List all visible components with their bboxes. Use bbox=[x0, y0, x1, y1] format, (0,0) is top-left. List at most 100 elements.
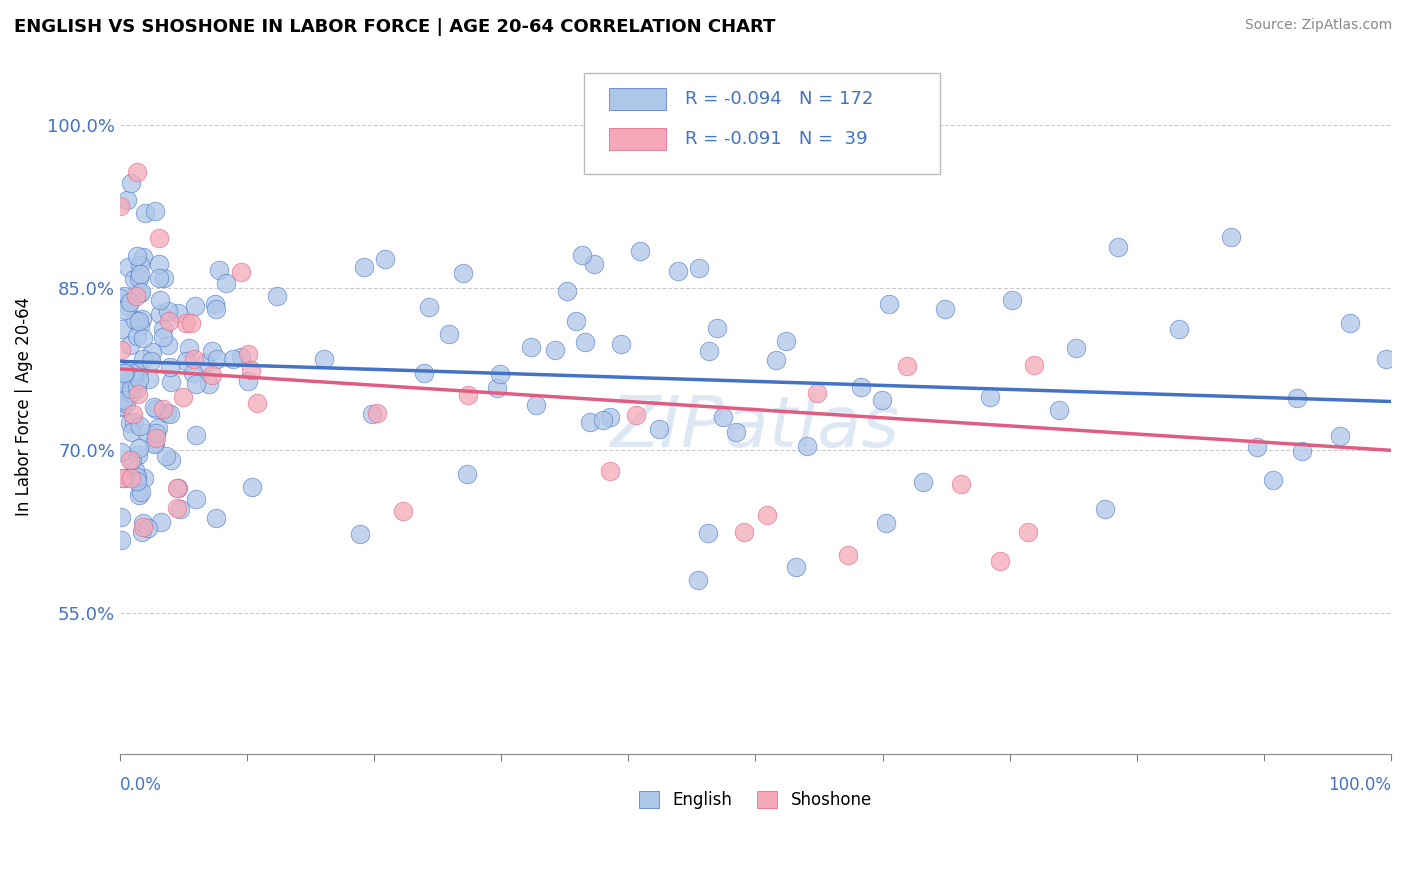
Point bbox=[111, 400, 134, 414]
Point bbox=[166, 501, 188, 516]
Point bbox=[156, 337, 179, 351]
Point bbox=[392, 503, 415, 517]
Point bbox=[1094, 502, 1116, 516]
Point bbox=[204, 297, 226, 311]
Point bbox=[626, 408, 648, 422]
Point bbox=[132, 250, 155, 264]
Point bbox=[756, 508, 779, 522]
Point bbox=[194, 356, 217, 370]
Point bbox=[156, 304, 179, 318]
Point bbox=[688, 261, 710, 276]
Point bbox=[141, 353, 163, 368]
Point bbox=[129, 267, 152, 281]
Point bbox=[437, 326, 460, 341]
Point bbox=[132, 520, 155, 534]
Point bbox=[125, 165, 148, 179]
Point bbox=[418, 300, 440, 314]
Point bbox=[239, 363, 262, 377]
Point bbox=[1047, 403, 1070, 417]
Point bbox=[1168, 322, 1191, 336]
Point bbox=[128, 372, 150, 386]
Point bbox=[870, 393, 893, 408]
Point bbox=[160, 453, 183, 467]
Point bbox=[128, 363, 150, 377]
Point bbox=[201, 344, 224, 359]
Point bbox=[118, 417, 141, 431]
Point bbox=[222, 352, 245, 367]
Point bbox=[145, 401, 167, 416]
Point bbox=[120, 382, 142, 396]
Point bbox=[152, 322, 174, 336]
Point bbox=[1261, 473, 1284, 487]
Point bbox=[934, 301, 956, 316]
Point bbox=[179, 341, 201, 355]
Point bbox=[544, 343, 567, 358]
Point bbox=[555, 284, 578, 298]
Point bbox=[122, 407, 145, 421]
Point bbox=[117, 379, 139, 393]
Point bbox=[120, 453, 142, 467]
Point bbox=[706, 320, 728, 334]
Text: ENGLISH VS SHOSHONE IN LABOR FORCE | AGE 20-64 CORRELATION CHART: ENGLISH VS SHOSHONE IN LABOR FORCE | AGE… bbox=[14, 18, 776, 36]
Point bbox=[849, 380, 872, 394]
Point bbox=[183, 352, 205, 367]
Point bbox=[266, 288, 288, 302]
Point bbox=[485, 381, 508, 395]
Point bbox=[121, 425, 143, 440]
FancyBboxPatch shape bbox=[583, 73, 939, 174]
Point bbox=[108, 291, 131, 305]
Point bbox=[129, 259, 152, 273]
Point bbox=[136, 521, 159, 535]
Point bbox=[114, 366, 136, 380]
Point bbox=[582, 257, 605, 271]
Point bbox=[118, 338, 141, 352]
Point bbox=[110, 533, 132, 547]
Y-axis label: In Labor Force | Age 20-64: In Labor Force | Age 20-64 bbox=[15, 297, 32, 516]
Point bbox=[131, 524, 153, 539]
Point bbox=[129, 285, 152, 299]
Point bbox=[1001, 293, 1024, 308]
Point bbox=[145, 431, 167, 445]
Point bbox=[112, 288, 135, 302]
Point bbox=[628, 244, 651, 258]
Point bbox=[988, 554, 1011, 568]
Point bbox=[111, 470, 134, 484]
Point bbox=[167, 481, 190, 495]
Point bbox=[110, 444, 132, 458]
Point bbox=[156, 406, 179, 420]
Point bbox=[117, 260, 139, 274]
Point bbox=[733, 524, 755, 539]
Point bbox=[132, 351, 155, 366]
Point bbox=[112, 366, 135, 380]
Point bbox=[1022, 359, 1045, 373]
Point bbox=[413, 366, 436, 380]
Point bbox=[114, 303, 136, 318]
Point bbox=[312, 352, 335, 367]
Legend: English, Shoshone: English, Shoshone bbox=[633, 784, 879, 815]
Point bbox=[148, 271, 170, 285]
Point bbox=[1107, 240, 1129, 254]
Point bbox=[806, 386, 828, 401]
Point bbox=[142, 401, 165, 415]
Point bbox=[877, 297, 900, 311]
Point bbox=[205, 352, 228, 367]
Point bbox=[184, 376, 207, 391]
Point bbox=[120, 378, 142, 392]
Point bbox=[148, 230, 170, 244]
Point bbox=[564, 314, 586, 328]
Point bbox=[711, 410, 734, 425]
Point bbox=[697, 344, 720, 359]
Point bbox=[131, 312, 153, 326]
Point bbox=[115, 396, 138, 410]
Point bbox=[520, 341, 543, 355]
Point bbox=[184, 299, 207, 313]
Point bbox=[128, 488, 150, 502]
Point bbox=[912, 475, 935, 490]
Point bbox=[197, 376, 219, 391]
Point bbox=[134, 471, 156, 485]
Point bbox=[166, 305, 188, 319]
Point bbox=[121, 386, 143, 401]
Point bbox=[110, 343, 132, 357]
Point bbox=[174, 354, 197, 368]
Point bbox=[775, 334, 797, 349]
